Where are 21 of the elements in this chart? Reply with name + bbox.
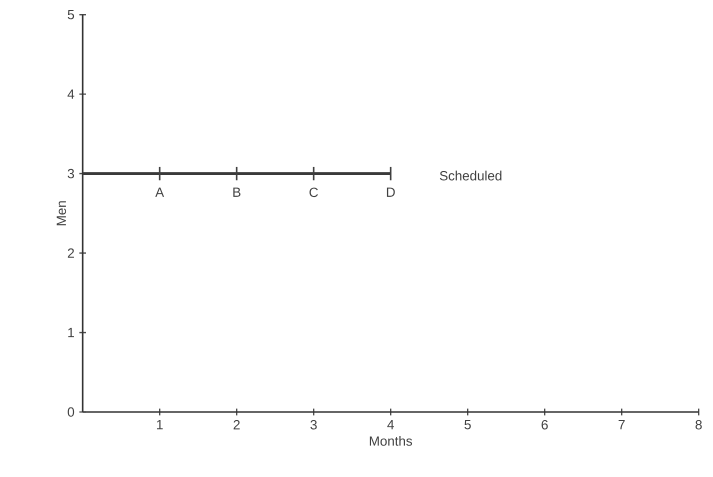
x-tick-label: 6 (542, 420, 548, 430)
annotation: A (155, 187, 164, 197)
y-tick-label: 2 (68, 248, 74, 258)
annotation: D (386, 187, 395, 197)
x-tick-label: 8 (696, 420, 702, 430)
y-axis-title: Men (56, 201, 66, 226)
x-tick-label: 7 (618, 420, 625, 430)
y-tick-label: 3 (68, 168, 74, 178)
x-tick-label: 4 (387, 420, 394, 430)
y-tick-label: 1 (68, 328, 74, 337)
y-tick-label: 4 (68, 89, 74, 99)
annotation: B (233, 187, 240, 197)
annotation: Scheduled (440, 170, 502, 180)
annotation: C (310, 187, 318, 197)
x-tick-label: 1 (156, 420, 163, 430)
y-tick-label: 5 (68, 10, 74, 20)
x-tick-label: 5 (464, 420, 471, 430)
x-tick-label: 2 (234, 420, 240, 430)
y-tick-label: 0 (68, 407, 74, 417)
x-tick-label: 3 (310, 420, 317, 430)
x-axis-title: Months (370, 436, 412, 446)
